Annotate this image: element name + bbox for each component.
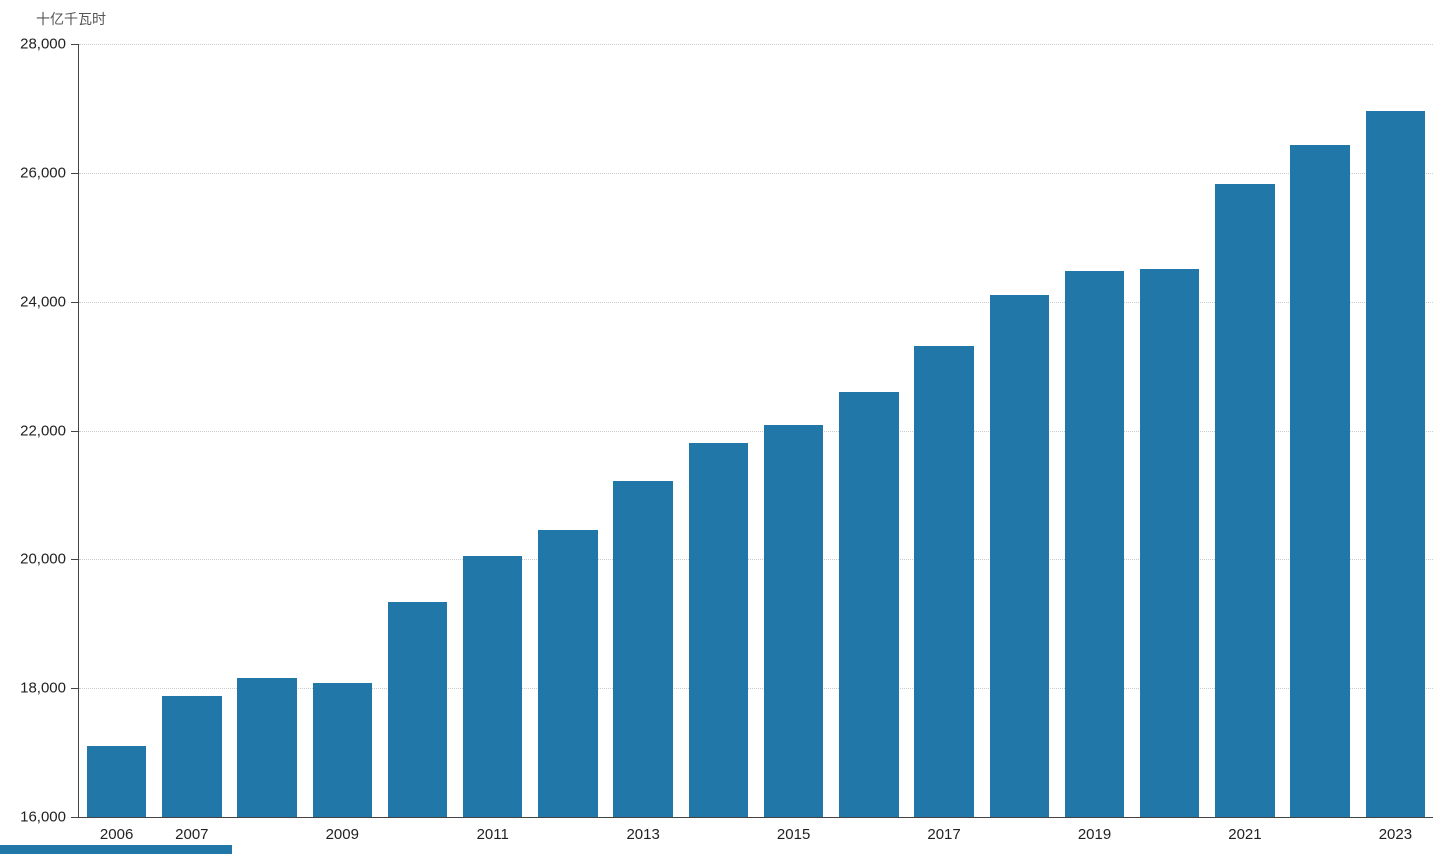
gridline <box>79 172 1433 174</box>
y-axis-tick <box>71 688 79 690</box>
x-axis-label-2019: 2019 <box>1077 826 1112 843</box>
bar-2014[interactable] <box>688 442 749 817</box>
bar-2012[interactable] <box>538 529 598 817</box>
y-axis-unit-label: 十亿千瓦时 <box>36 11 106 27</box>
y-axis-tick-label: 18,000 <box>20 679 66 697</box>
y-axis-tick-label: 16,000 <box>20 808 66 826</box>
bottom-left-strip <box>0 845 232 854</box>
bar-2006[interactable] <box>86 746 147 817</box>
bar-2007[interactable] <box>162 695 222 817</box>
bar-2019[interactable] <box>1064 270 1125 817</box>
y-axis-tick <box>71 172 79 174</box>
bar-2008[interactable] <box>237 677 297 817</box>
x-axis-label-2009: 2009 <box>325 826 359 843</box>
y-axis-tick <box>71 559 79 561</box>
x-axis-label-2006: 2006 <box>99 826 134 843</box>
y-axis-tick-label: 26,000 <box>20 164 66 182</box>
bar-2022[interactable] <box>1290 145 1350 817</box>
y-axis-tick-label: 28,000 <box>20 35 66 53</box>
bar-2017[interactable] <box>914 346 974 817</box>
y-axis-tick <box>71 44 79 45</box>
x-axis-label-2023: 2023 <box>1378 826 1413 843</box>
bar-2015[interactable] <box>763 425 824 817</box>
y-axis-tick-label: 24,000 <box>20 293 66 311</box>
bar-2010[interactable] <box>387 601 448 817</box>
x-axis-label-2007: 2007 <box>175 826 209 843</box>
bar-2021[interactable] <box>1215 183 1275 817</box>
bar-2013[interactable] <box>613 480 673 817</box>
x-axis-label-2015: 2015 <box>776 826 811 843</box>
bar-2023[interactable] <box>1365 111 1426 817</box>
x-axis-label-2011: 2011 <box>476 826 509 843</box>
y-axis-tick-label: 22,000 <box>20 422 66 439</box>
x-axis-label-2021: 2021 <box>1228 826 1262 843</box>
y-axis-tick <box>71 817 79 818</box>
bar-2011[interactable] <box>463 556 523 817</box>
x-axis-label-2013: 2013 <box>626 826 660 843</box>
y-axis-tick-label: 20,000 <box>20 550 66 568</box>
bar-2016[interactable] <box>839 391 899 817</box>
gridline <box>79 44 1433 45</box>
y-axis-tick <box>71 430 79 432</box>
bar-2020[interactable] <box>1140 269 1200 817</box>
y-axis-tick <box>71 301 79 303</box>
plot-area: 16,000 18,000 20,000 22,000 24,000 26,000 28,0… <box>20 36 1433 843</box>
bar-2018[interactable] <box>989 294 1049 817</box>
bar-2009[interactable] <box>312 683 372 817</box>
x-axis-label-2017: 2017 <box>927 826 961 843</box>
